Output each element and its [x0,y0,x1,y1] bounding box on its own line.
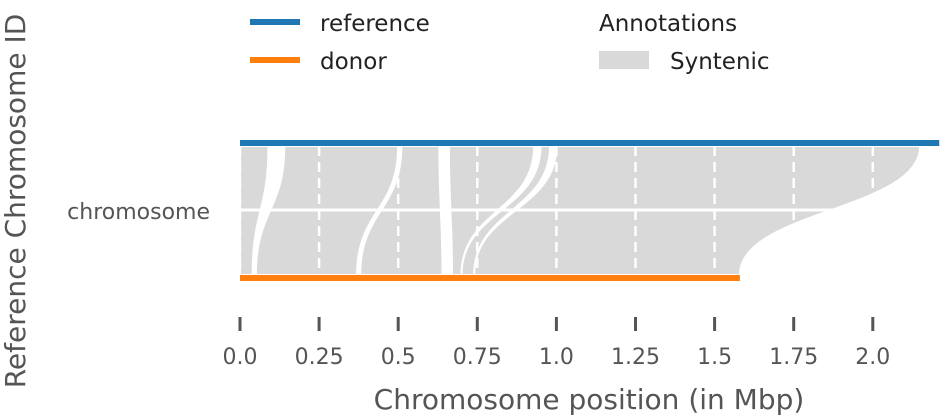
x-tick-label-4: 0.75 [453,345,502,370]
x-tick-label-9: 2.0 [855,345,890,370]
x-axis-title: Chromosome position (in Mbp) [374,383,805,416]
x-tick-label-8: 1.75 [769,345,818,370]
x-tick-label-1: 0.0 [223,345,258,370]
legend-label-reference: reference [320,11,430,37]
x-axis: 0.0 0.25 0.5 0.75 1.0 1.25 1.5 1.75 2.0 [223,317,890,370]
chromosome-label: chromosome [67,200,210,225]
legend-swatch-syntenic [599,51,649,69]
x-tick-label-6: 1.25 [611,345,660,370]
grid-lines [238,146,875,275]
legend-label-donor: donor [320,49,387,75]
chromosome-tracks [240,140,940,281]
x-tick-label-5: 1.0 [539,345,574,370]
y-axis-title: Reference Chromosome ID [0,14,32,389]
legend-annotations-title: Annotations [599,11,737,37]
legend: reference donor Annotations Syntenic [250,11,770,75]
x-tick-label-3: 0.5 [381,345,416,370]
legend-label-syntenic: Syntenic [670,49,770,75]
x-tick-label-7: 1.5 [697,345,732,370]
x-tick-label-2: 0.25 [295,345,344,370]
